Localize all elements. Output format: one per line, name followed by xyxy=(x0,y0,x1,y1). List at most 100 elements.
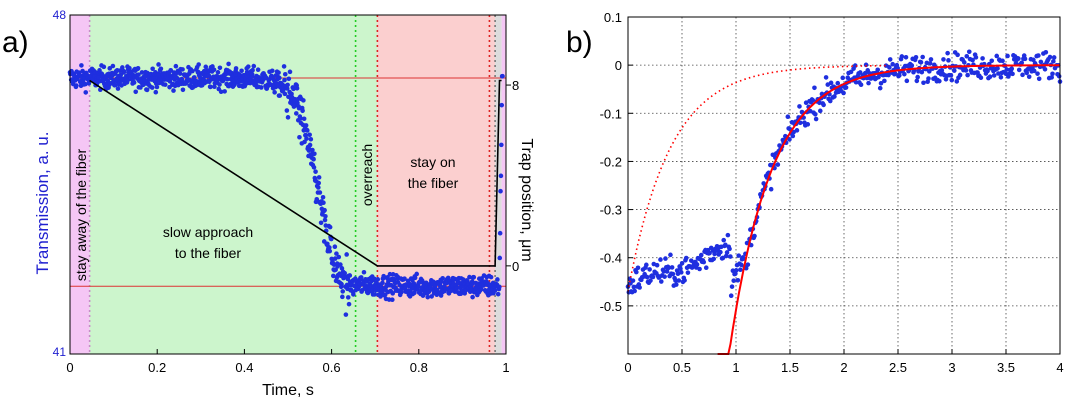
relaxation-point xyxy=(904,78,910,84)
transmission-point xyxy=(150,66,155,72)
x-tick-label: 0.8 xyxy=(410,360,428,375)
relaxation-point xyxy=(812,112,818,117)
relaxation-point xyxy=(957,72,963,78)
relaxation-point xyxy=(634,269,639,275)
transmission-point xyxy=(381,273,386,279)
region-1 xyxy=(89,15,378,354)
relaxation-point xyxy=(1016,56,1021,61)
transmission-point xyxy=(497,284,502,290)
transmission-point xyxy=(122,69,127,75)
relaxation-point xyxy=(1031,68,1037,74)
transmission-point xyxy=(293,111,299,116)
y-tick-label: -0.3 xyxy=(600,203,622,218)
relaxation-point xyxy=(1010,71,1015,77)
relaxation-point xyxy=(998,75,1004,80)
y-tick-label: -0.5 xyxy=(600,299,622,314)
relaxation-point xyxy=(966,49,972,55)
transmission-point xyxy=(497,255,503,261)
transmission-point xyxy=(112,82,118,88)
transmission-point xyxy=(190,68,195,74)
transmission-point xyxy=(304,136,309,141)
panel-a-transmission-points xyxy=(67,61,505,317)
relaxation-point xyxy=(728,293,734,299)
transmission-point xyxy=(139,70,145,75)
relaxation-point xyxy=(1047,54,1053,60)
relaxation-point xyxy=(644,262,649,268)
relaxation-point xyxy=(848,69,854,75)
transmission-point xyxy=(83,81,88,87)
relaxation-point xyxy=(853,79,859,85)
relaxation-point xyxy=(810,97,816,103)
relaxation-point xyxy=(927,61,933,66)
relaxation-point xyxy=(790,133,796,139)
relaxation-point xyxy=(915,74,920,80)
transmission-point xyxy=(284,108,290,113)
x-tick-label: 1 xyxy=(502,360,509,375)
transmission-point xyxy=(342,270,348,276)
relaxation-point xyxy=(630,278,636,283)
relaxation-point xyxy=(682,278,687,283)
relaxation-point xyxy=(1051,59,1056,64)
annotation-slow-approach-line1: slow approach xyxy=(163,224,253,240)
transmission-point xyxy=(74,83,79,88)
transmission-point xyxy=(330,273,336,279)
y-tick-label: -0.4 xyxy=(600,251,622,266)
relaxation-point xyxy=(1042,66,1048,72)
transmission-point xyxy=(294,85,300,91)
transmission-point xyxy=(177,71,183,76)
relaxation-point xyxy=(827,98,833,104)
panel-a-x-ticks: 0 0.2 0.4 0.6 0.8 1 xyxy=(66,349,510,375)
relaxation-point xyxy=(882,78,887,84)
right-y-tick-label: 8 xyxy=(512,78,519,93)
transmission-point xyxy=(226,61,231,67)
transmission-point xyxy=(471,274,477,280)
relaxation-point xyxy=(899,54,905,59)
relaxation-point xyxy=(650,274,656,280)
transmission-point xyxy=(340,294,345,300)
transmission-point xyxy=(495,291,501,297)
panel-a-right-y-ticks: 08 xyxy=(506,78,519,274)
relaxation-point xyxy=(886,72,891,78)
relaxation-point xyxy=(698,252,704,258)
transmission-point xyxy=(317,190,323,195)
relaxation-point xyxy=(775,162,781,167)
transmission-point xyxy=(344,252,349,257)
transmission-point xyxy=(83,90,89,95)
relaxation-point xyxy=(718,249,723,255)
transmission-point xyxy=(233,66,239,71)
transmission-point xyxy=(336,254,342,260)
transmission-point xyxy=(488,274,494,280)
transmission-point xyxy=(258,85,264,90)
relaxation-point xyxy=(735,278,741,283)
transmission-point xyxy=(402,276,407,281)
relaxation-point xyxy=(1036,53,1041,58)
transmission-point xyxy=(251,63,257,69)
transmission-point xyxy=(153,89,159,95)
relaxation-point xyxy=(1031,57,1036,63)
transmission-point xyxy=(208,84,213,90)
transmission-point xyxy=(96,75,102,80)
relaxation-point xyxy=(785,114,791,120)
panel-a-right-axis-label: Trap position, μm xyxy=(518,138,535,261)
x-tick-label: 3 xyxy=(948,360,955,375)
relaxation-point xyxy=(738,267,743,273)
transmission-point xyxy=(225,76,230,82)
relaxation-point xyxy=(875,67,881,73)
transmission-point xyxy=(272,90,277,95)
transmission-point xyxy=(332,244,338,250)
relaxation-point xyxy=(805,122,811,127)
relaxation-point xyxy=(668,252,673,258)
relaxation-point xyxy=(812,85,817,91)
relaxation-point xyxy=(945,50,950,56)
relaxation-point xyxy=(920,54,925,60)
relaxation-point xyxy=(821,102,826,108)
relaxation-point xyxy=(745,262,751,267)
relaxation-point xyxy=(970,57,975,63)
transmission-point xyxy=(316,185,321,190)
relaxation-point xyxy=(989,58,995,64)
transmission-point xyxy=(440,276,445,281)
panel-b-grid xyxy=(628,17,1060,354)
relaxation-point xyxy=(1022,56,1028,62)
relaxation-point xyxy=(926,76,931,81)
transmission-point xyxy=(327,245,332,250)
